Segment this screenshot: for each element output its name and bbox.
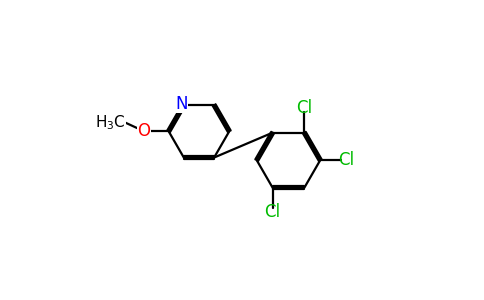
Text: N: N bbox=[175, 94, 188, 112]
Text: Cl: Cl bbox=[296, 99, 312, 117]
Text: Cl: Cl bbox=[265, 203, 281, 221]
Text: O: O bbox=[137, 122, 151, 140]
Text: $\mathrm{H_3C}$: $\mathrm{H_3C}$ bbox=[95, 113, 125, 132]
Text: Cl: Cl bbox=[338, 151, 354, 169]
